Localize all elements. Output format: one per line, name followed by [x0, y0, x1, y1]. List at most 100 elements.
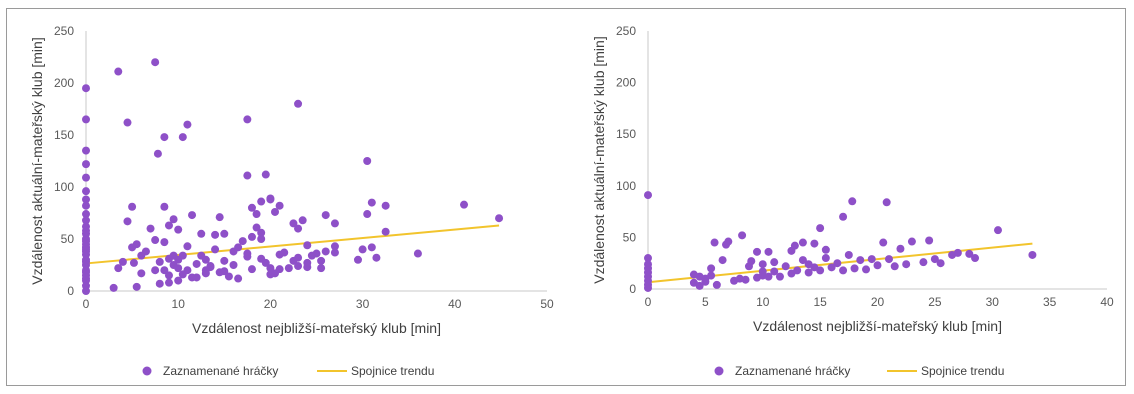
data-point	[925, 236, 934, 245]
data-point	[201, 255, 210, 264]
data-point	[367, 198, 376, 207]
data-point	[896, 244, 905, 253]
data-point	[644, 283, 652, 292]
data-point	[781, 262, 790, 271]
data-point	[741, 275, 750, 284]
data-point	[247, 265, 256, 274]
data-point	[884, 255, 893, 264]
data-point	[82, 216, 90, 225]
y-tick-label: 0	[67, 284, 74, 298]
data-point	[821, 254, 830, 263]
y-tick-label: 50	[623, 230, 637, 244]
data-point	[82, 195, 90, 204]
data-point	[495, 214, 504, 223]
data-point	[137, 269, 146, 278]
data-point	[220, 229, 229, 238]
data-point	[146, 224, 155, 233]
x-tick-label: 30	[356, 297, 370, 311]
data-point	[764, 247, 773, 256]
x-tick-label: 25	[928, 295, 942, 309]
data-point	[413, 249, 422, 258]
data-point	[758, 260, 767, 269]
data-point	[936, 259, 945, 268]
data-point	[192, 273, 201, 282]
data-point	[82, 173, 90, 182]
data-point	[178, 251, 187, 260]
y-tick-label: 250	[616, 24, 636, 38]
data-point	[234, 274, 243, 283]
data-point	[129, 258, 138, 267]
data-point	[839, 266, 848, 275]
data-point	[257, 197, 266, 206]
data-point	[114, 264, 123, 273]
data-point	[128, 202, 137, 211]
data-point	[160, 202, 169, 211]
x-tick-label: 35	[1043, 295, 1057, 309]
data-point	[644, 254, 652, 263]
x-tick-label: 10	[756, 295, 770, 309]
data-point	[907, 237, 916, 246]
y-tick-label: 250	[54, 24, 74, 38]
x-tick-label: 40	[448, 297, 462, 311]
data-point	[827, 263, 836, 272]
data-point	[710, 238, 719, 247]
data-point	[353, 255, 362, 264]
data-point	[695, 281, 704, 290]
legend-label-trend: Spojnice trendu	[921, 364, 1004, 378]
y-tick-label: 150	[54, 128, 74, 142]
data-point	[798, 238, 807, 247]
data-point	[707, 264, 716, 273]
data-point	[833, 259, 842, 268]
data-point	[844, 250, 853, 259]
data-point	[747, 257, 756, 266]
data-point	[839, 212, 848, 221]
data-point	[294, 224, 303, 233]
data-point	[363, 157, 372, 165]
data-point	[381, 201, 390, 210]
legend-label-players: Zaznamenané hráčky	[735, 364, 850, 378]
data-point	[775, 272, 784, 281]
data-point	[123, 118, 132, 127]
data-point	[856, 256, 865, 265]
data-point	[330, 242, 339, 251]
data-point	[790, 241, 799, 250]
data-point	[284, 264, 293, 273]
chart-2: 0 50 100 150 200 250 0 5 10 15 20 25 30 35 40 Vzdálenos…	[591, 24, 1114, 378]
data-point	[919, 258, 928, 267]
data-point	[174, 225, 183, 234]
data-point	[224, 272, 233, 281]
y-tick-label: 50	[61, 232, 75, 246]
data-point	[118, 257, 127, 266]
data-point	[707, 271, 716, 280]
data-point	[82, 160, 90, 169]
data-point	[330, 219, 339, 228]
data-point	[82, 84, 90, 93]
data-point	[850, 264, 859, 273]
data-point	[367, 243, 376, 252]
data-point	[82, 222, 90, 231]
data-point	[724, 237, 733, 246]
data-point	[238, 237, 247, 246]
data-point	[718, 256, 727, 265]
data-point	[192, 259, 201, 268]
data-point	[132, 282, 141, 291]
data-point	[862, 265, 871, 274]
data-point	[882, 198, 891, 207]
x-tick-label: 20	[264, 297, 278, 311]
data-point	[330, 248, 339, 257]
data-point	[993, 226, 1002, 235]
data-point	[280, 248, 289, 257]
data-point	[247, 203, 256, 212]
data-point	[321, 211, 330, 220]
y-tick-label: 150	[616, 127, 636, 141]
y-tick-label: 200	[616, 76, 636, 90]
data-point	[275, 201, 284, 210]
data-point	[261, 170, 270, 179]
data-point	[770, 267, 779, 276]
data-point	[848, 197, 857, 206]
data-point	[793, 266, 802, 275]
data-point	[141, 247, 150, 256]
data-point	[164, 278, 173, 287]
data-point	[82, 146, 90, 155]
